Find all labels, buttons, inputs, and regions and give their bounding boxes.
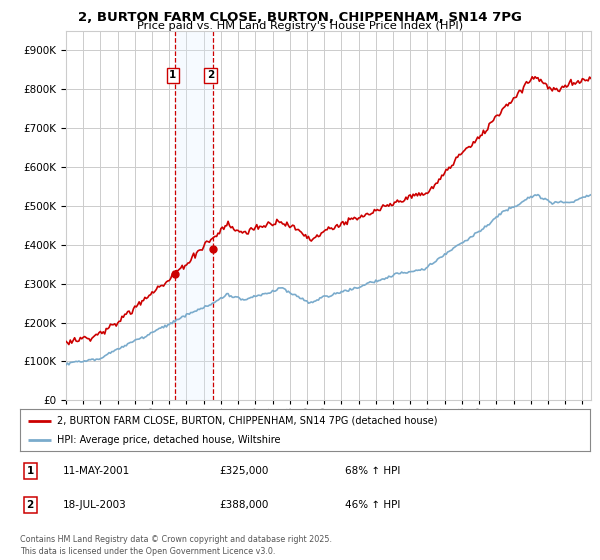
Text: Contains HM Land Registry data © Crown copyright and database right 2025.
This d: Contains HM Land Registry data © Crown c…	[20, 535, 332, 556]
Text: £325,000: £325,000	[220, 466, 269, 476]
Text: 2: 2	[26, 500, 34, 510]
Text: 11-MAY-2001: 11-MAY-2001	[62, 466, 130, 476]
Text: 1: 1	[26, 466, 34, 476]
Text: £388,000: £388,000	[220, 500, 269, 510]
Bar	[175, 31, 213, 400]
Text: 2, BURTON FARM CLOSE, BURTON, CHIPPENHAM, SN14 7PG: 2, BURTON FARM CLOSE, BURTON, CHIPPENHAM…	[78, 11, 522, 24]
Text: 1: 1	[169, 70, 176, 80]
Text: HPI: Average price, detached house, Wiltshire: HPI: Average price, detached house, Wilt…	[57, 435, 280, 445]
Text: 68% ↑ HPI: 68% ↑ HPI	[344, 466, 400, 476]
Text: Price paid vs. HM Land Registry's House Price Index (HPI): Price paid vs. HM Land Registry's House …	[137, 21, 463, 31]
Text: 18-JUL-2003: 18-JUL-2003	[62, 500, 127, 510]
Text: 2: 2	[207, 70, 214, 80]
Text: 46% ↑ HPI: 46% ↑ HPI	[344, 500, 400, 510]
Text: 2, BURTON FARM CLOSE, BURTON, CHIPPENHAM, SN14 7PG (detached house): 2, BURTON FARM CLOSE, BURTON, CHIPPENHAM…	[57, 416, 437, 426]
